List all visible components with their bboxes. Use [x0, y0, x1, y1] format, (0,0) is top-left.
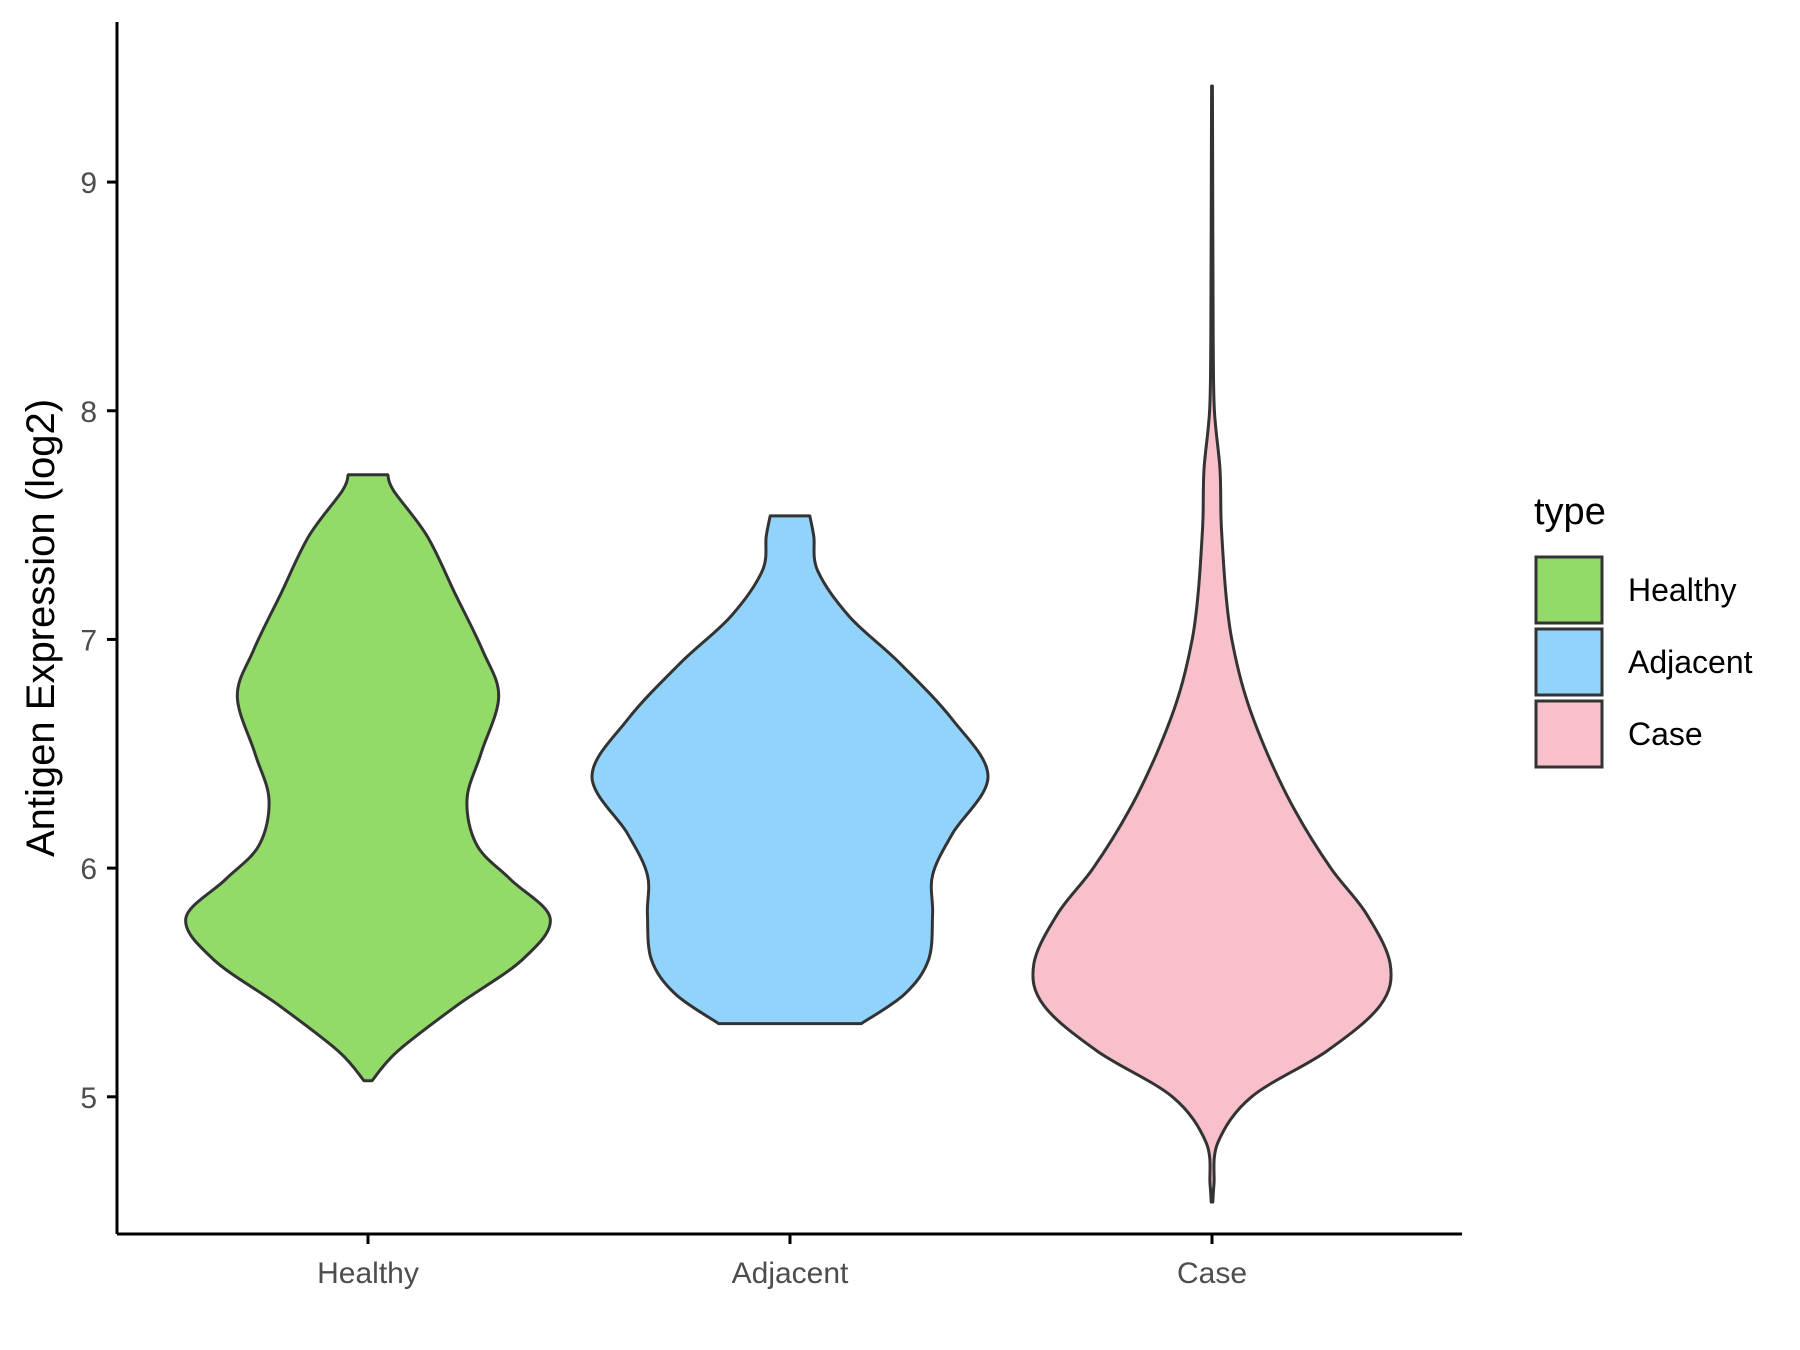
y-tick-label: 8 [80, 396, 97, 429]
y-tick-label: 6 [80, 853, 97, 886]
y-axis-title: Antigen Expression (log2) [19, 399, 63, 857]
legend: type Healthy Adjacent Case [1534, 491, 1753, 769]
x-tick-label-case: Case [1177, 1257, 1247, 1290]
legend-key-adjacent [1534, 627, 1604, 697]
legend-title: type [1534, 491, 1606, 533]
y-tick-label: 7 [80, 624, 97, 657]
y-tick-label: 5 [80, 1082, 97, 1115]
x-ticks: Healthy Adjacent Case [317, 1234, 1247, 1290]
legend-label-healthy: Healthy [1628, 572, 1737, 608]
y-ticks: 5 6 7 8 9 [80, 167, 117, 1115]
legend-key-case [1534, 699, 1604, 769]
violin-healthy [184, 473, 552, 1083]
violin-layer [184, 84, 1393, 1204]
legend-key-healthy [1534, 555, 1604, 625]
x-tick-label-adjacent: Adjacent [732, 1257, 849, 1290]
legend-label-case: Case [1628, 716, 1703, 752]
violin-adjacent [590, 514, 990, 1026]
legend-entries: Healthy Adjacent Case [1534, 555, 1753, 769]
y-tick-label: 9 [80, 167, 97, 200]
violin-case [1031, 84, 1393, 1204]
x-tick-label-healthy: Healthy [317, 1257, 419, 1290]
legend-label-adjacent: Adjacent [1628, 644, 1753, 680]
